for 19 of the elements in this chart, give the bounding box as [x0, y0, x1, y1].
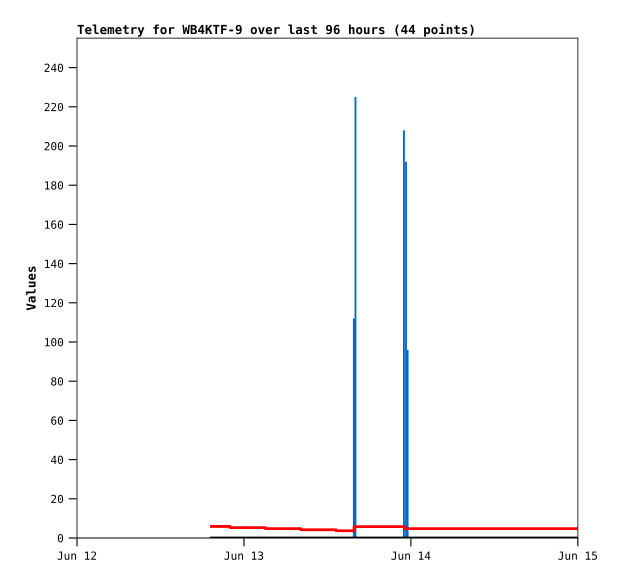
x-tick-label: Jun 14: [391, 552, 430, 560]
y-tick-label: 220: [44, 102, 64, 112]
y-tick-label: 20: [51, 494, 64, 504]
y-tick-label: 200: [44, 142, 64, 150]
y-tick-label: 80: [51, 377, 64, 386]
y-tick-label: 180: [45, 181, 64, 190]
y-axis-title: Values: [26, 266, 36, 310]
y-tick-label: 160: [45, 220, 64, 229]
y-tick-label: 40: [50, 456, 64, 464]
y-tick-label: 0: [58, 534, 64, 542]
y-tick-label: 60: [51, 416, 64, 425]
y-tick-label: 140: [45, 260, 64, 268]
y-tick-label: 120: [45, 298, 64, 308]
x-tick-label: Jun 12: [58, 551, 96, 560]
y-tick-label: 240: [44, 64, 64, 72]
y-tick-label: 100: [45, 338, 64, 346]
x-tick-label: Jun 15: [558, 552, 598, 560]
chart-title: Telemetry for WB4KTF-9 over last 96 hours (44 points): [78, 24, 474, 37]
x-tick-label: Jun 13: [224, 551, 264, 560]
